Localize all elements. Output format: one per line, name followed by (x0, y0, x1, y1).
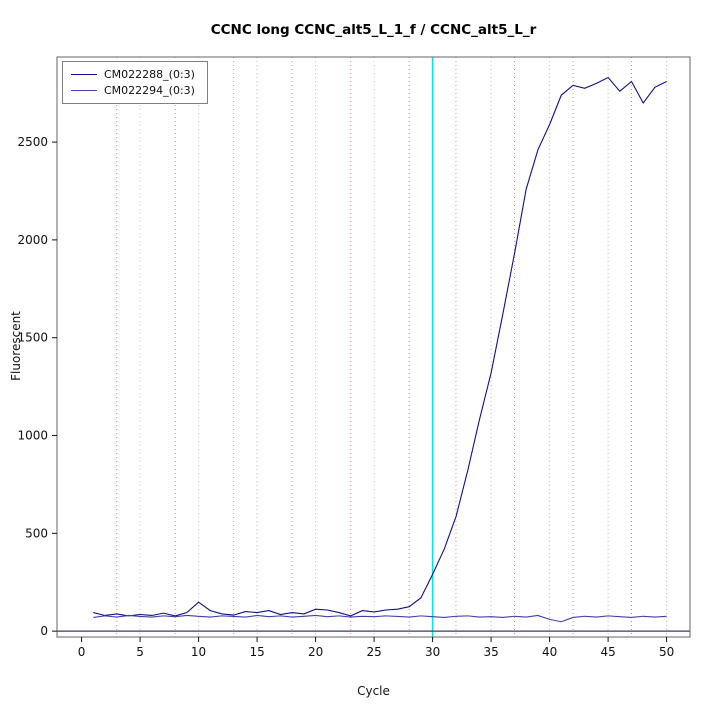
chart-title: CCNC long CCNC_alt5_L_1_f / CCNC_alt5_L_… (210, 22, 537, 38)
x-axis-ticks: 0 5 10 15 20 25 30 35 40 45 50 (78, 637, 674, 659)
y-tick-label: 1000 (17, 429, 48, 443)
series-line-1 (93, 614, 667, 623)
x-tick-label: 25 (366, 645, 381, 659)
legend-item: CM022288_(0:3) (71, 66, 195, 82)
series-line-0 (93, 76, 667, 617)
y-tick-label: 2500 (17, 135, 48, 149)
legend-label: CM022288_(0:3) (104, 67, 195, 81)
y-tick-label: 2000 (17, 233, 48, 247)
x-tick-label: 10 (191, 645, 206, 659)
x-tick-label: 40 (542, 645, 557, 659)
gridlines-red (116, 57, 632, 637)
legend: CM022288_(0:3) CM022294_(0:3) (62, 61, 208, 104)
x-tick-label: 30 (425, 645, 440, 659)
legend-item: CM022294_(0:3) (71, 82, 195, 98)
gridlines-gray (139, 57, 668, 637)
legend-line-swatch (71, 89, 97, 91)
y-axis-label: Fluorescent (9, 311, 23, 381)
x-tick-label: 5 (136, 645, 144, 659)
legend-line-swatch (71, 73, 97, 75)
y-axis-ticks: 0 500 1000 1500 2000 2500 (17, 135, 57, 638)
y-tick-label: 500 (25, 526, 48, 540)
y-tick-label: 0 (40, 624, 48, 638)
y-tick-label: 1500 (17, 331, 48, 345)
x-tick-label: 50 (659, 645, 674, 659)
legend-label: CM022294_(0:3) (104, 83, 195, 97)
x-axis-label: Cycle (357, 684, 390, 698)
x-tick-label: 20 (308, 645, 323, 659)
plot-border (56, 56, 691, 638)
x-tick-label: 0 (78, 645, 86, 659)
x-tick-label: 35 (483, 645, 498, 659)
x-tick-label: 45 (600, 645, 615, 659)
x-tick-label: 15 (249, 645, 264, 659)
